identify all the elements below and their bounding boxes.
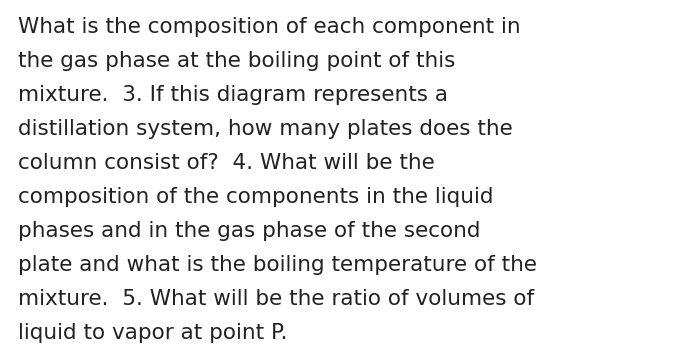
Text: liquid to vapor at point P.: liquid to vapor at point P. (18, 323, 288, 343)
Text: composition of the components in the liquid: composition of the components in the liq… (18, 187, 493, 207)
Text: column consist of?  4. What will be the: column consist of? 4. What will be the (18, 153, 435, 173)
Text: plate and what is the boiling temperature of the: plate and what is the boiling temperatur… (18, 255, 537, 275)
Text: distillation system, how many plates does the: distillation system, how many plates doe… (18, 119, 512, 139)
Text: What is the composition of each component in: What is the composition of each componen… (18, 17, 521, 37)
Text: the gas phase at the boiling point of this: the gas phase at the boiling point of th… (18, 51, 456, 71)
Text: mixture.  3. If this diagram represents a: mixture. 3. If this diagram represents a (18, 85, 448, 105)
Text: mixture.  5. What will be the ratio of volumes of: mixture. 5. What will be the ratio of vo… (18, 289, 534, 309)
Text: phases and in the gas phase of the second: phases and in the gas phase of the secon… (18, 221, 480, 241)
